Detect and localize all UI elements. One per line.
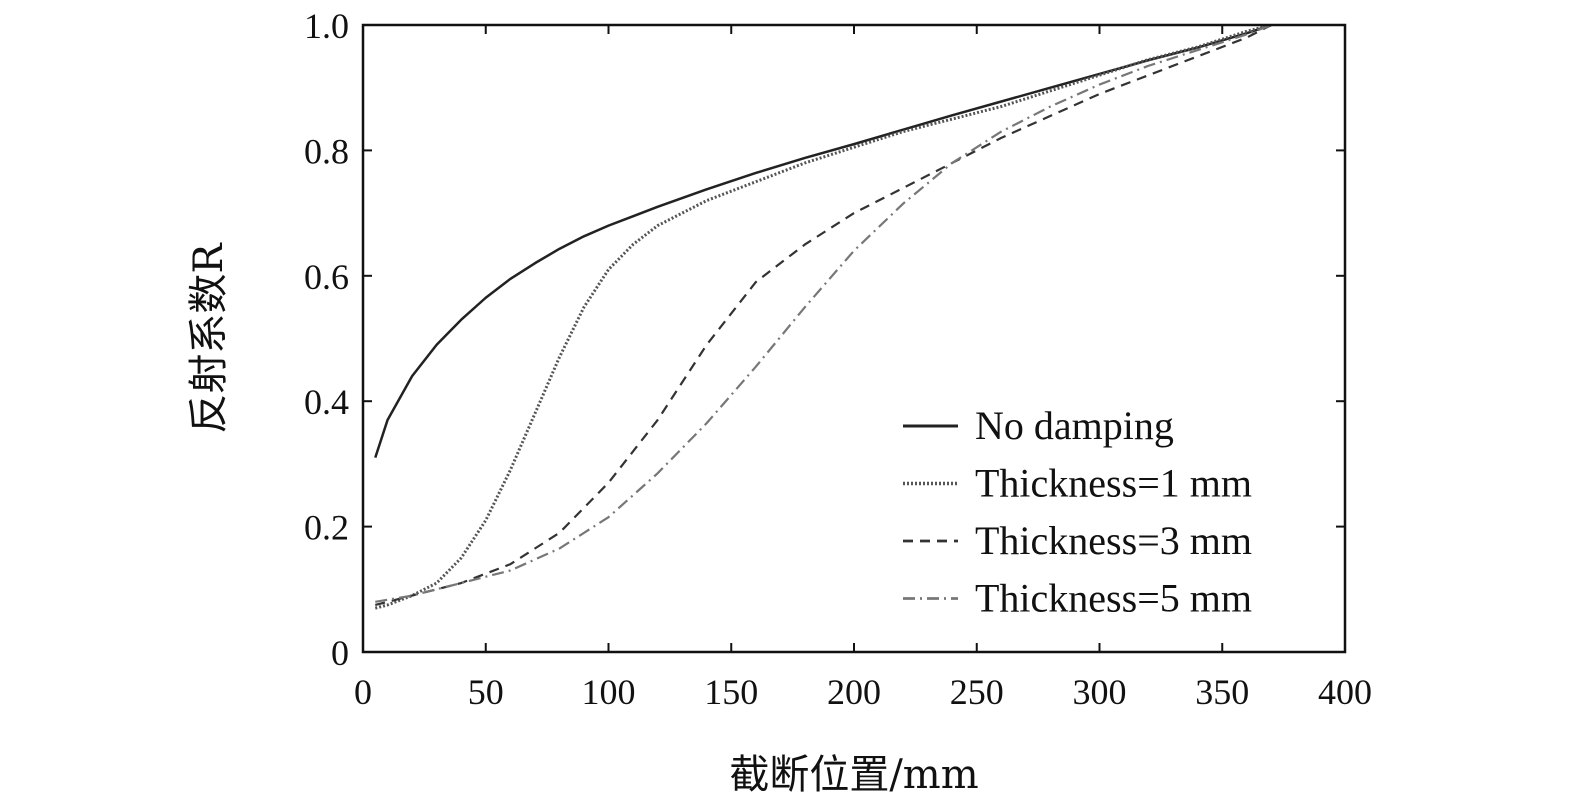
- y-axis-title: 反射系数R: [186, 242, 232, 434]
- series-line-3: [374, 24, 1272, 607]
- y-tick-label: 0.4: [304, 382, 349, 422]
- y-tick-labels: 0 0.2 0.4 0.6 0.8 1.0: [304, 6, 349, 673]
- y-tick-label: 0.2: [304, 508, 349, 548]
- x-tick-label: 0: [354, 672, 372, 712]
- y-tick-label: 0.6: [304, 257, 349, 297]
- x-tick-label: 400: [1318, 672, 1372, 712]
- data-series: [374, 23, 1272, 610]
- legend: No damping Thickness=1 mm Thickness=3 mm Th…: [903, 403, 1252, 621]
- y-tick-label: 0.8: [304, 131, 349, 171]
- y-tick-label: 0: [331, 633, 349, 673]
- x-tick-label: 250: [950, 672, 1004, 712]
- plot-frame: [361, 23, 1347, 654]
- x-tick-label: 350: [1195, 672, 1249, 712]
- x-tick-label: 200: [827, 672, 881, 712]
- series-line-4: [375, 23, 1272, 603]
- legend-label-4: Thickness=5 mm: [975, 576, 1252, 621]
- x-tick-labels: 0 50 100 150 200 250 300 350 400: [354, 672, 1372, 712]
- x-tick-label: 50: [468, 672, 504, 712]
- x-tick-label: 150: [704, 672, 758, 712]
- series-line-2: [374, 23, 1272, 610]
- legend-label-2: Thickness=1 mm: [975, 461, 1252, 506]
- x-axis-title: 截断位置/mm: [729, 752, 978, 798]
- legend-label-1: No damping: [975, 403, 1174, 448]
- legend-label-3: Thickness=3 mm: [975, 518, 1252, 563]
- series-line-1: [374, 23, 1272, 459]
- x-tick-label: 100: [582, 672, 636, 712]
- y-tick-label: 1.0: [304, 6, 349, 46]
- x-tick-label: 300: [1073, 672, 1127, 712]
